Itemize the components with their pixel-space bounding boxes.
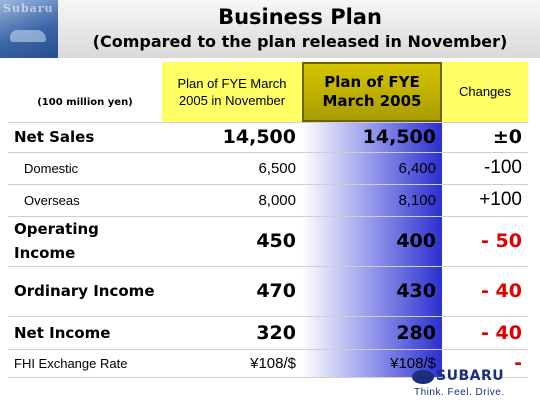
row-label: Domestic [8,152,162,185]
cell-change: ±0 [442,122,528,153]
pleiades-star-icon [412,370,434,384]
unit-label: (100 million yen) [8,62,162,123]
table-row-ordinary-income: Ordinary Income 470 430 - 40 [8,266,528,317]
car-silhouette-icon [10,30,46,42]
row-label: Net Sales [8,122,162,153]
brand-wordmark: SUBARU [436,368,505,384]
cell-november-plan: 6,500 [162,152,302,185]
table-row-net-sales: Net Sales 14,500 14,500 ±0 [8,122,528,153]
cell-fye-plan: 6,400 [302,152,442,185]
cell-change: +100 [442,184,528,217]
row-label: FHI Exchange Rate [8,349,162,378]
table-header-row: (100 million yen) Plan of FYE March 2005… [8,62,528,123]
row-label: Overseas [8,184,162,217]
cell-change: - 50 [442,216,528,267]
table-row-domestic: Domestic 6,500 6,400 -100 [8,152,528,185]
cell-change: -100 [442,152,528,185]
cell-fye-plan: 8,100 [302,184,442,217]
row-label: Net Income [8,316,162,350]
cell-november-plan: 470 [162,266,302,317]
cell-change: - 40 [442,266,528,317]
table-row-overseas: Overseas 8,000 8,100 +100 [8,184,528,217]
cell-fye-plan: 430 [302,266,442,317]
column-header-changes: Changes [442,62,528,123]
table-row-net-income: Net Income 320 280 - 40 [8,316,528,350]
table-row-operating-income: Operating Income 450 400 - 50 [8,216,528,267]
column-header-november-plan: Plan of FYE March 2005 in November [162,62,302,123]
cell-change: - [442,349,528,378]
slide-header: Subaru Business Plan (Compared to the pl… [0,0,540,58]
logo-text: Subaru [3,2,54,15]
column-header-fye-plan: Plan of FYE March 2005 [302,62,442,123]
page-title: Business Plan [218,5,382,29]
cell-fye-plan: 14,500 [302,122,442,153]
cell-november-plan: 450 [162,216,302,267]
cell-fye-plan: 280 [302,316,442,350]
row-label: Ordinary Income [8,266,162,317]
cell-change: - 40 [442,316,528,350]
brand-tagline: Think. Feel. Drive. [414,387,505,398]
row-label: Operating Income [8,216,162,267]
cell-november-plan: 14,500 [162,122,302,153]
subaru-corner-logo: Subaru [0,0,58,58]
page-subtitle: (Compared to the plan released in Novemb… [92,32,508,51]
business-plan-table: (100 million yen) Plan of FYE March 2005… [8,62,528,378]
subaru-brand-logo: SUBARU Think. Feel. Drive. [412,366,522,400]
cell-november-plan: ¥108/$ [162,349,302,378]
cell-november-plan: 320 [162,316,302,350]
cell-fye-plan: 400 [302,216,442,267]
cell-november-plan: 8,000 [162,184,302,217]
